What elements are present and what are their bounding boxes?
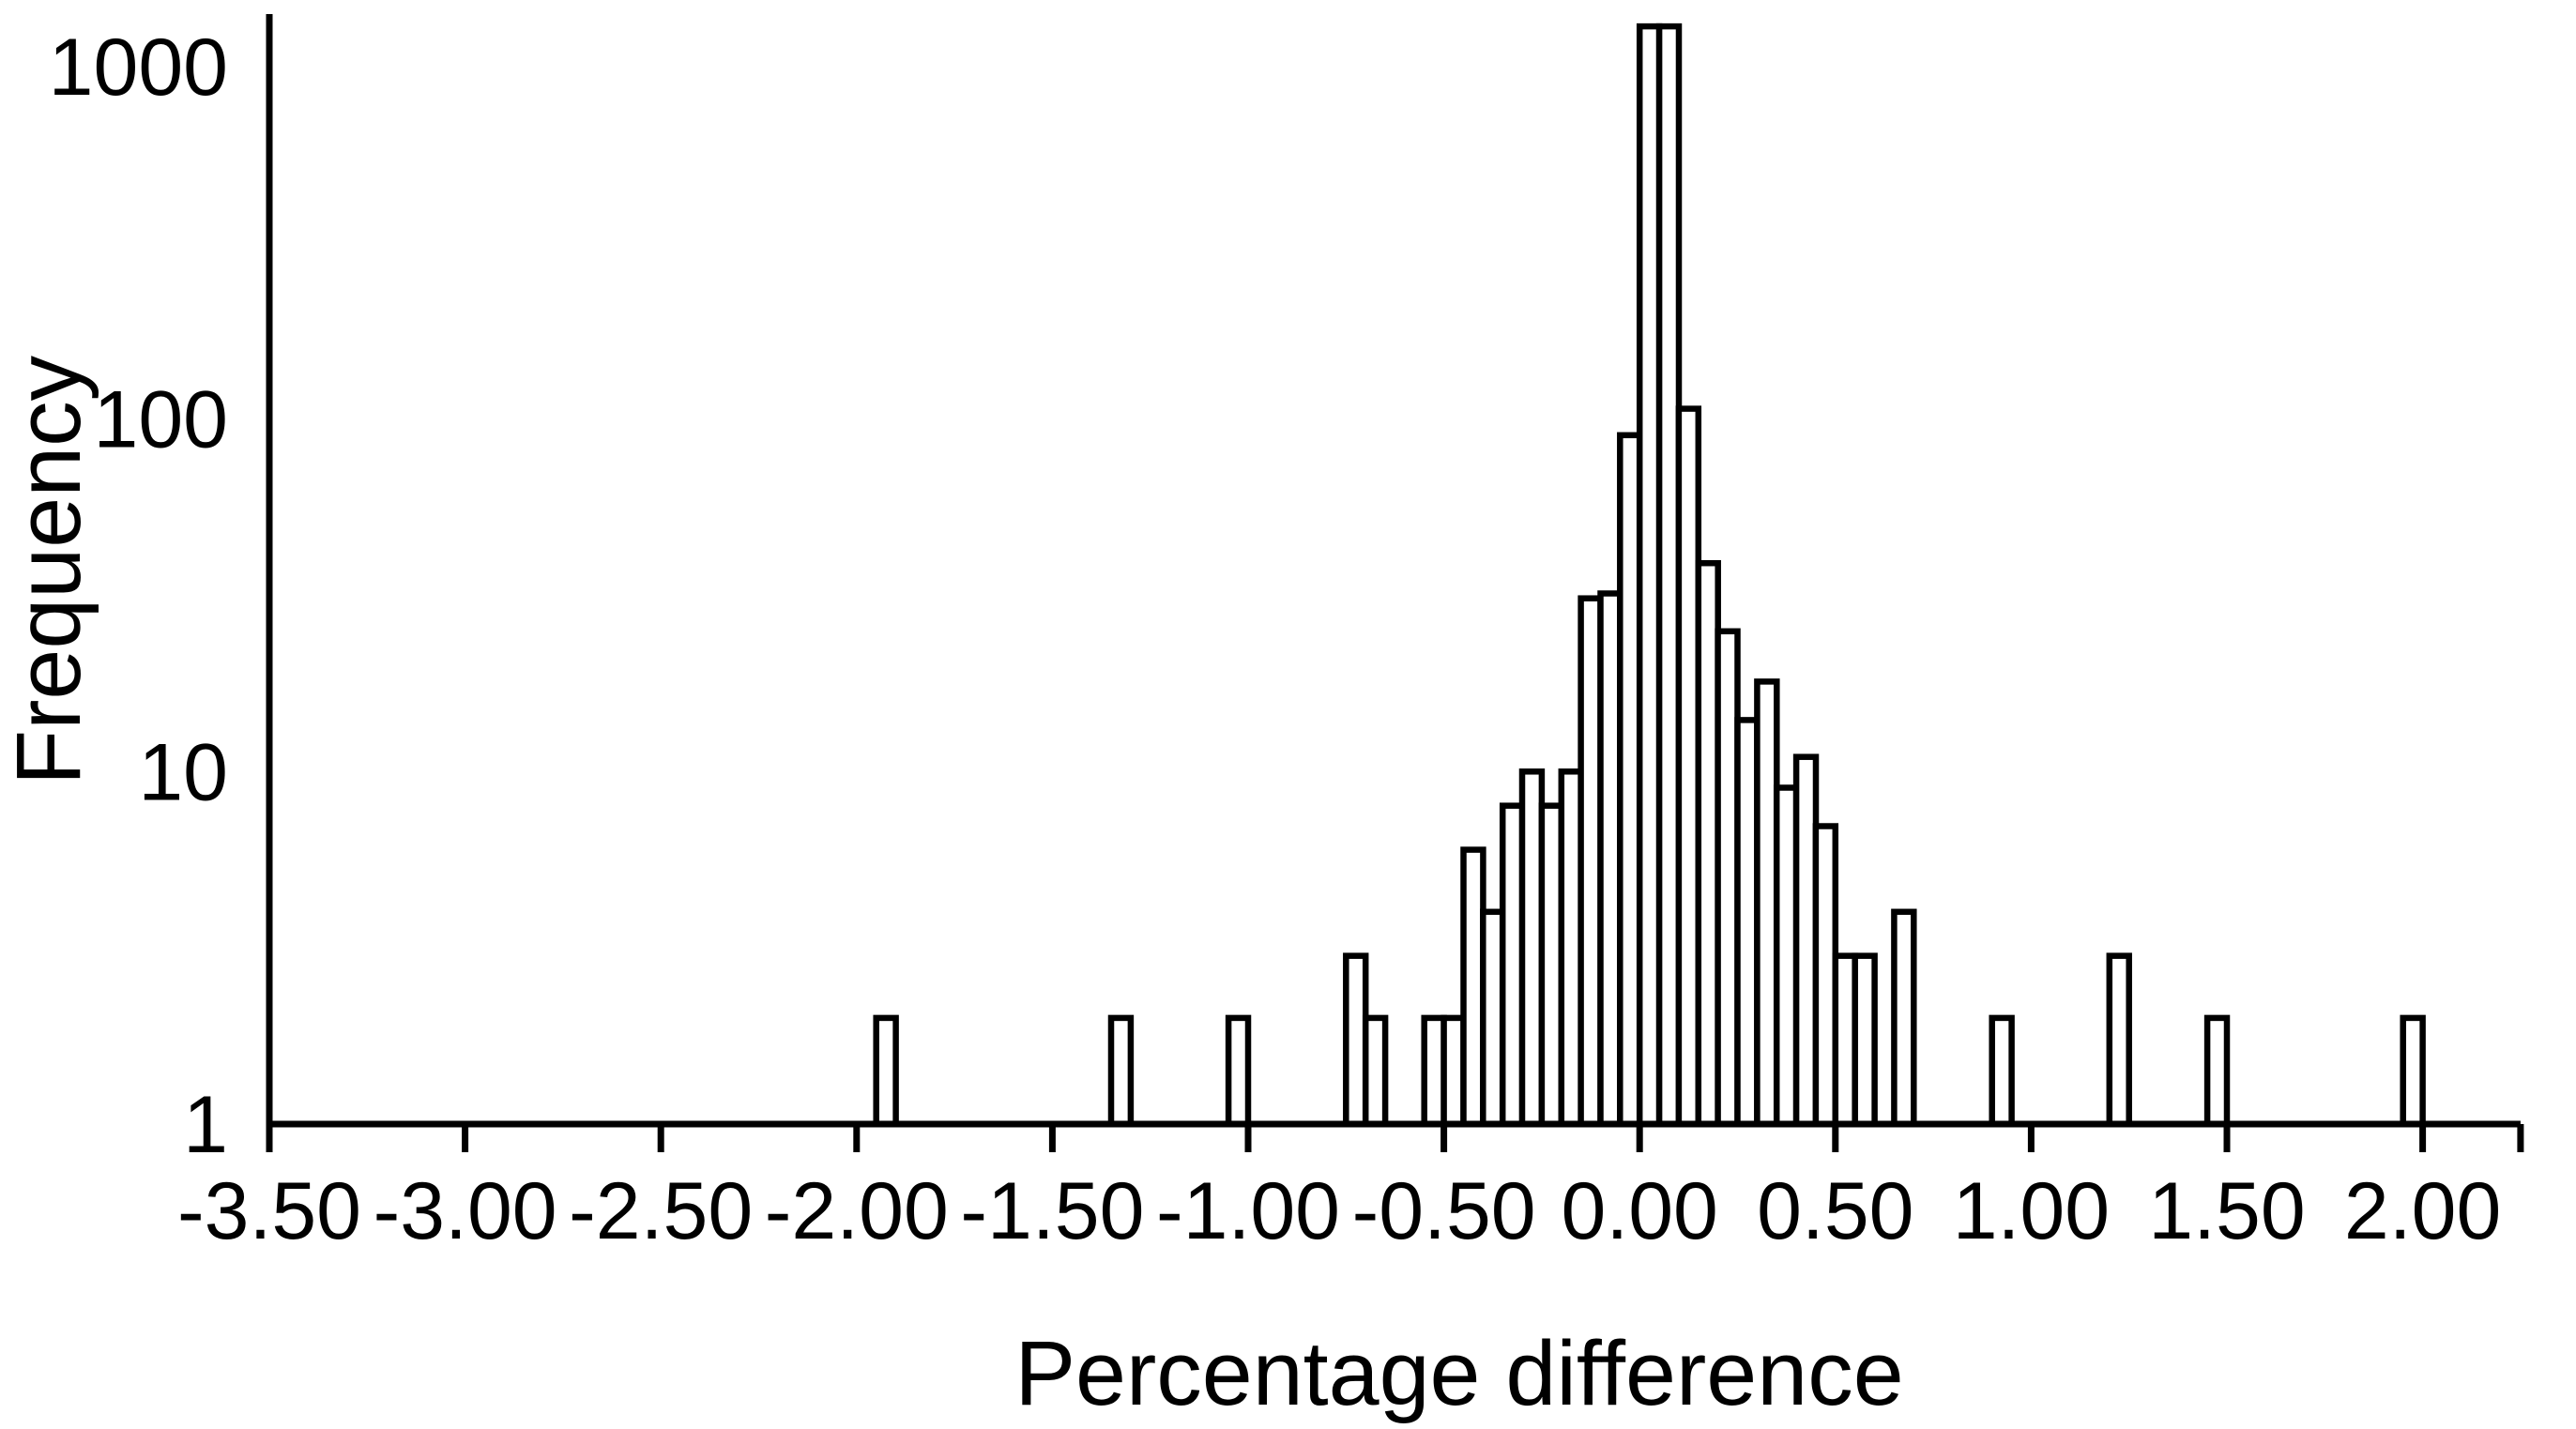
x-tick-label: -2.50 xyxy=(569,1166,753,1256)
x-tick-label: 0.50 xyxy=(1757,1166,1913,1256)
histogram-bar xyxy=(1107,1014,1135,1128)
histogram-bar xyxy=(1989,1014,2015,1128)
y-tick-label: 10 xyxy=(138,727,228,817)
x-tick-label: 0.00 xyxy=(1562,1166,1718,1256)
histogram-bar xyxy=(2203,1014,2231,1128)
histogram-bar xyxy=(1891,908,1917,1128)
x-tick-label: 2.00 xyxy=(2344,1166,2501,1256)
x-axis-title: Percentage difference xyxy=(1014,1322,1904,1424)
y-tick-label: 100 xyxy=(94,375,229,465)
x-tick-label: -3.50 xyxy=(177,1166,361,1256)
histogram-bar xyxy=(2400,1014,2426,1128)
histogram-bar xyxy=(873,1014,899,1128)
x-tick-label: -1.00 xyxy=(1156,1166,1340,1256)
histogram-bar xyxy=(2106,952,2132,1128)
y-axis-title: Frequency xyxy=(0,355,99,786)
histogram-bar xyxy=(1362,1014,1389,1128)
histogram-bar xyxy=(1852,952,1878,1128)
x-tick-label: -2.00 xyxy=(765,1166,949,1256)
x-tick-label: -1.50 xyxy=(960,1166,1144,1256)
y-tick-label: 1000 xyxy=(49,23,228,113)
histogram-bar xyxy=(1225,1014,1252,1128)
x-tick-label: 1.00 xyxy=(1953,1166,2110,1256)
y-tick-label: 1 xyxy=(183,1080,228,1170)
x-tick-label: -0.50 xyxy=(1352,1166,1536,1256)
x-tick-label: 1.50 xyxy=(2148,1166,2305,1256)
x-tick-label: -3.00 xyxy=(373,1166,557,1256)
